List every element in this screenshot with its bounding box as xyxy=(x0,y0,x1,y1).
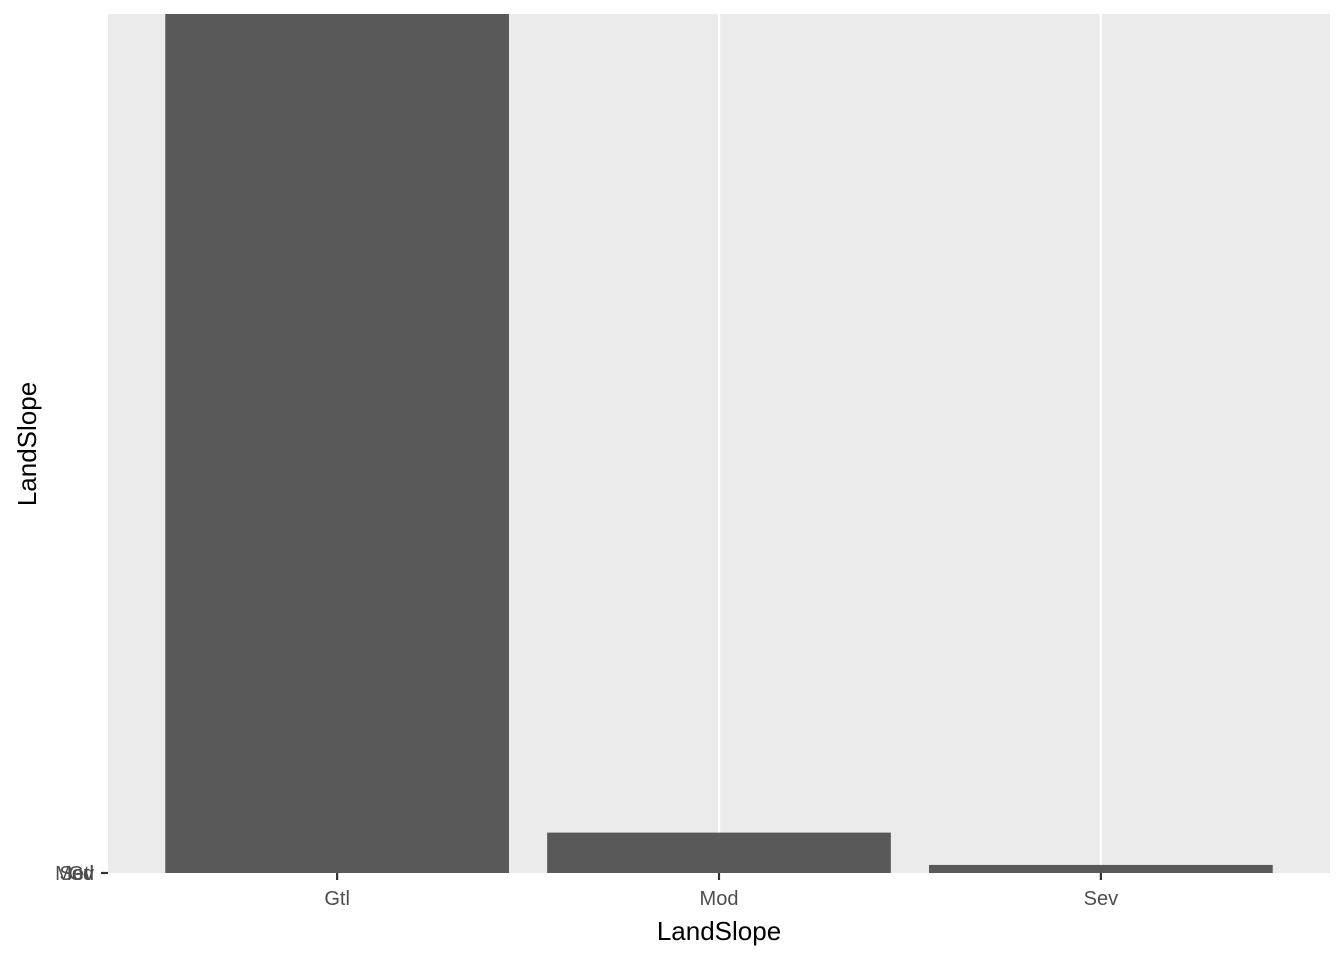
y-tick-label-mod: Mod xyxy=(55,863,94,885)
y-axis-title: LandSlope xyxy=(12,382,42,506)
x-tick-label-sev: Sev xyxy=(1084,888,1118,910)
bar-mod xyxy=(547,832,891,873)
x-tick-label-mod: Mod xyxy=(700,888,739,910)
x-tick-label-gtl: Gtl xyxy=(324,888,350,910)
x-axis-title: LandSlope xyxy=(657,916,781,946)
bar-sev xyxy=(929,864,1273,873)
bars xyxy=(165,14,1273,873)
bar-gtl xyxy=(165,14,509,873)
x-axis-ticks: Gtl Mod Sev xyxy=(324,873,1118,910)
y-tick-label-gtl: Gtl xyxy=(68,863,94,885)
y-tick-label-sev: Sev xyxy=(60,863,94,885)
